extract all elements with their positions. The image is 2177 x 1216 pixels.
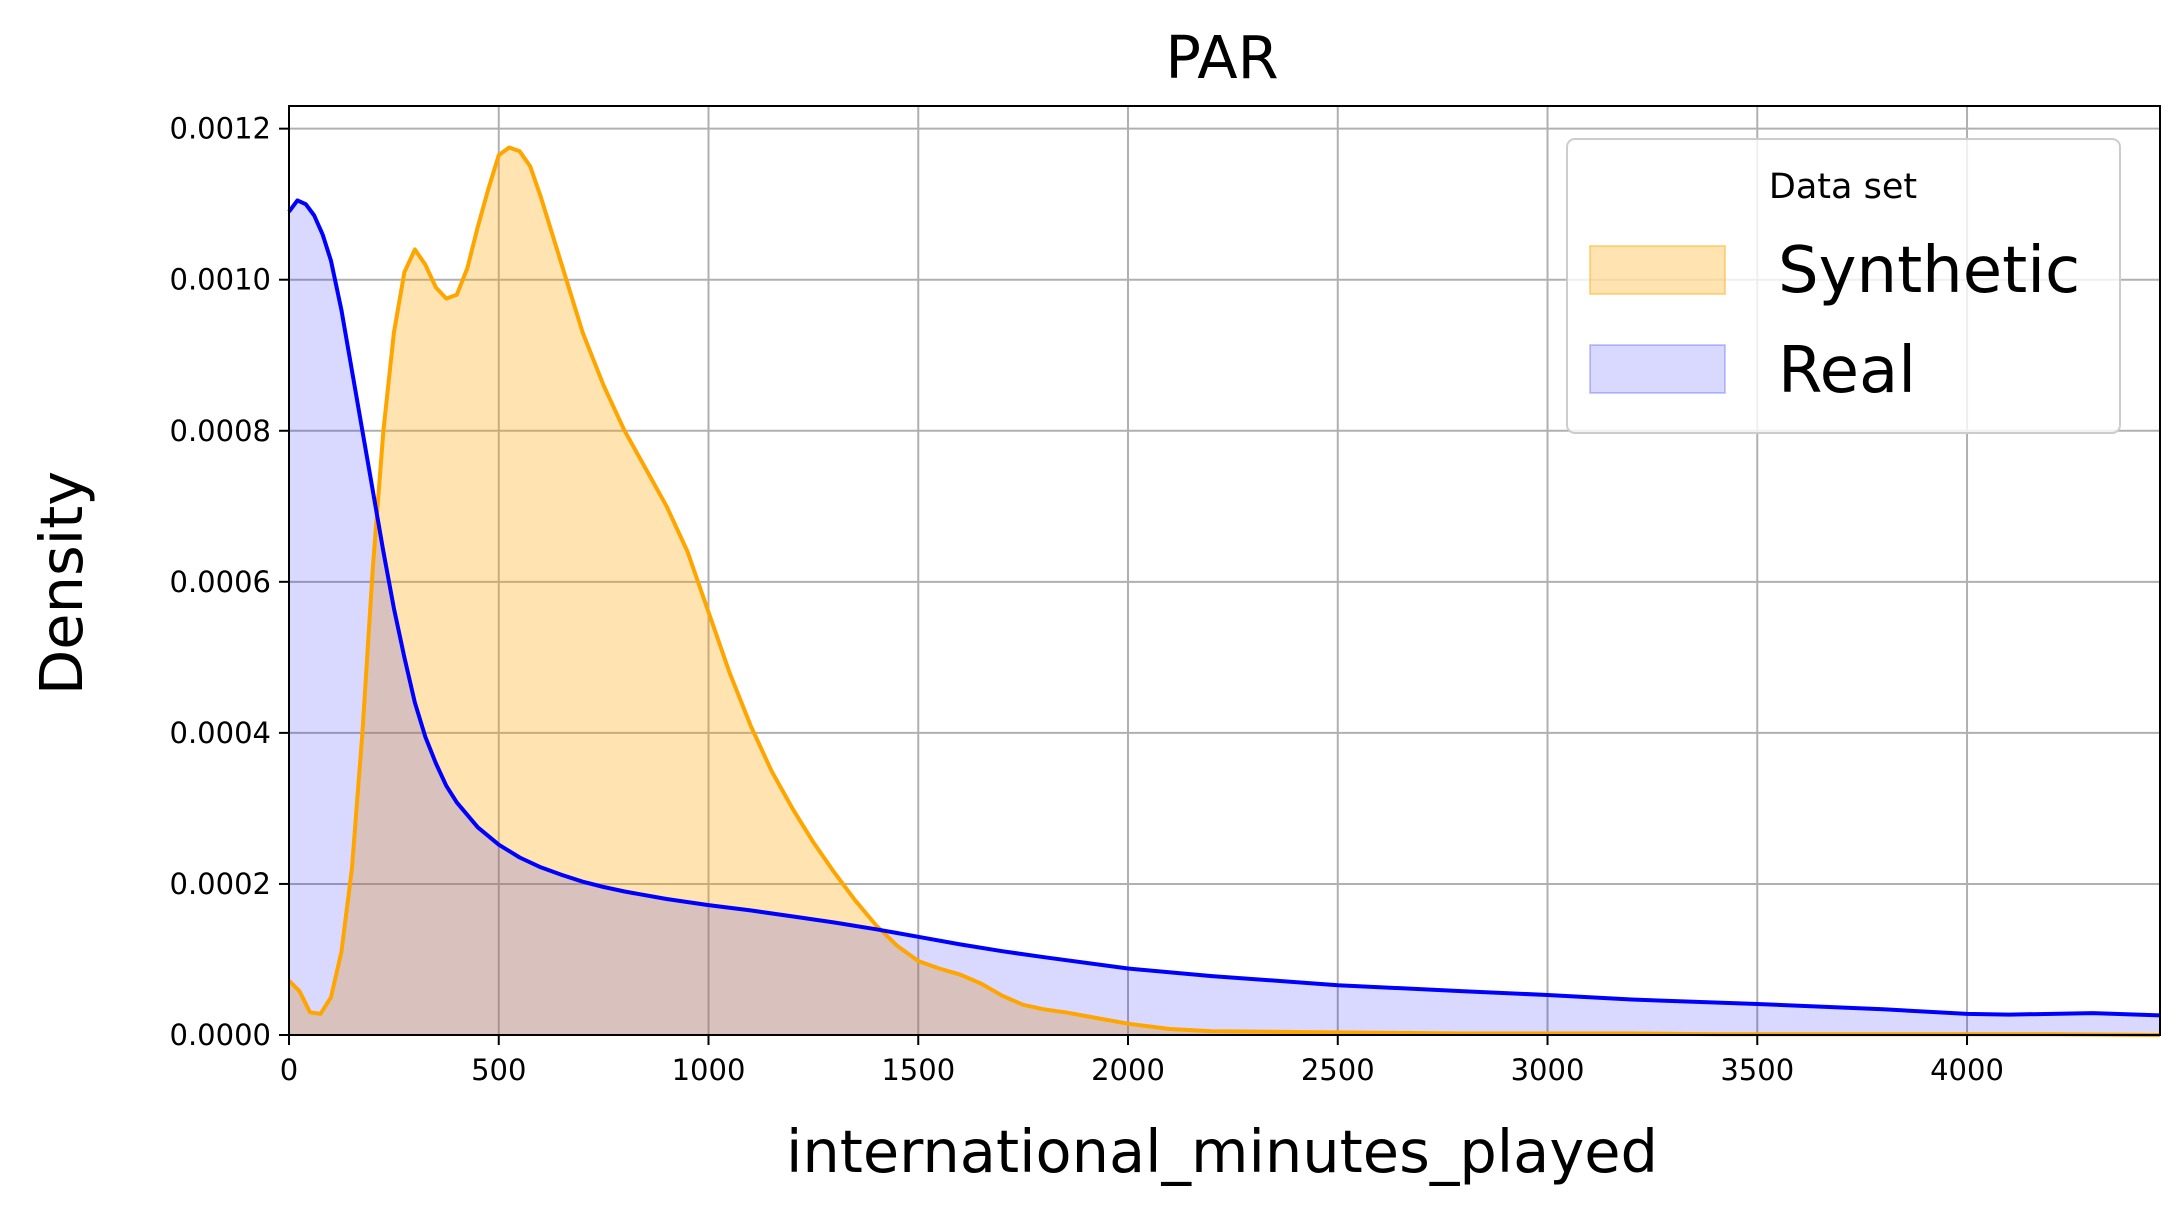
area-real (289, 200, 2160, 1035)
y-axis-label: Density (27, 471, 96, 695)
x-axis-ticks: 0 500 1000 1500 2000 2500 3000 3500 4000 (280, 1035, 2004, 1087)
series-areas (289, 147, 2160, 1035)
x-tick-label-8: 4000 (1930, 1053, 2004, 1087)
y-tick-label-3: 0.0006 (170, 565, 271, 599)
x-tick-label-0: 0 (280, 1053, 298, 1087)
x-tick-label-6: 3000 (1511, 1053, 1585, 1087)
legend-swatch-real (1589, 344, 1726, 394)
legend: Data set Synthetic Real (1566, 138, 2121, 434)
y-tick-label-6: 0.0012 (170, 112, 271, 146)
legend-label-synthetic: Synthetic (1778, 234, 2080, 308)
x-tick-label-3: 1500 (881, 1053, 955, 1087)
x-tick-label-7: 3500 (1720, 1053, 1794, 1087)
x-tick-label-2: 1000 (672, 1053, 746, 1087)
y-tick-label-2: 0.0004 (170, 716, 271, 750)
legend-title: Data set (1769, 167, 1917, 207)
area-synthetic (289, 147, 2160, 1035)
x-tick-label-1: 500 (471, 1053, 526, 1087)
chart-title: PAR (1165, 23, 1278, 92)
legend-label-real: Real (1778, 334, 1916, 408)
y-tick-label-1: 0.0002 (170, 867, 271, 901)
series-lines (287, 145, 2161, 1037)
legend-swatch-synthetic (1589, 245, 1726, 295)
x-axis-label: international_minutes_played (786, 1117, 1658, 1186)
y-axis-ticks: 0.0000 0.0002 0.0004 0.0006 0.0008 0.0010 0.00… (170, 112, 289, 1052)
line-synthetic (287, 145, 2161, 1037)
y-tick-label-4: 0.0008 (170, 414, 271, 448)
y-tick-label-0: 0.0000 (170, 1018, 271, 1052)
x-tick-label-4: 2000 (1091, 1053, 1165, 1087)
line-real (287, 198, 2161, 1018)
plot-frame (288, 105, 2161, 1036)
legend-box (1566, 138, 2121, 434)
x-tick-label-5: 2500 (1301, 1053, 1375, 1087)
y-tick-label-5: 0.0010 (170, 263, 271, 297)
